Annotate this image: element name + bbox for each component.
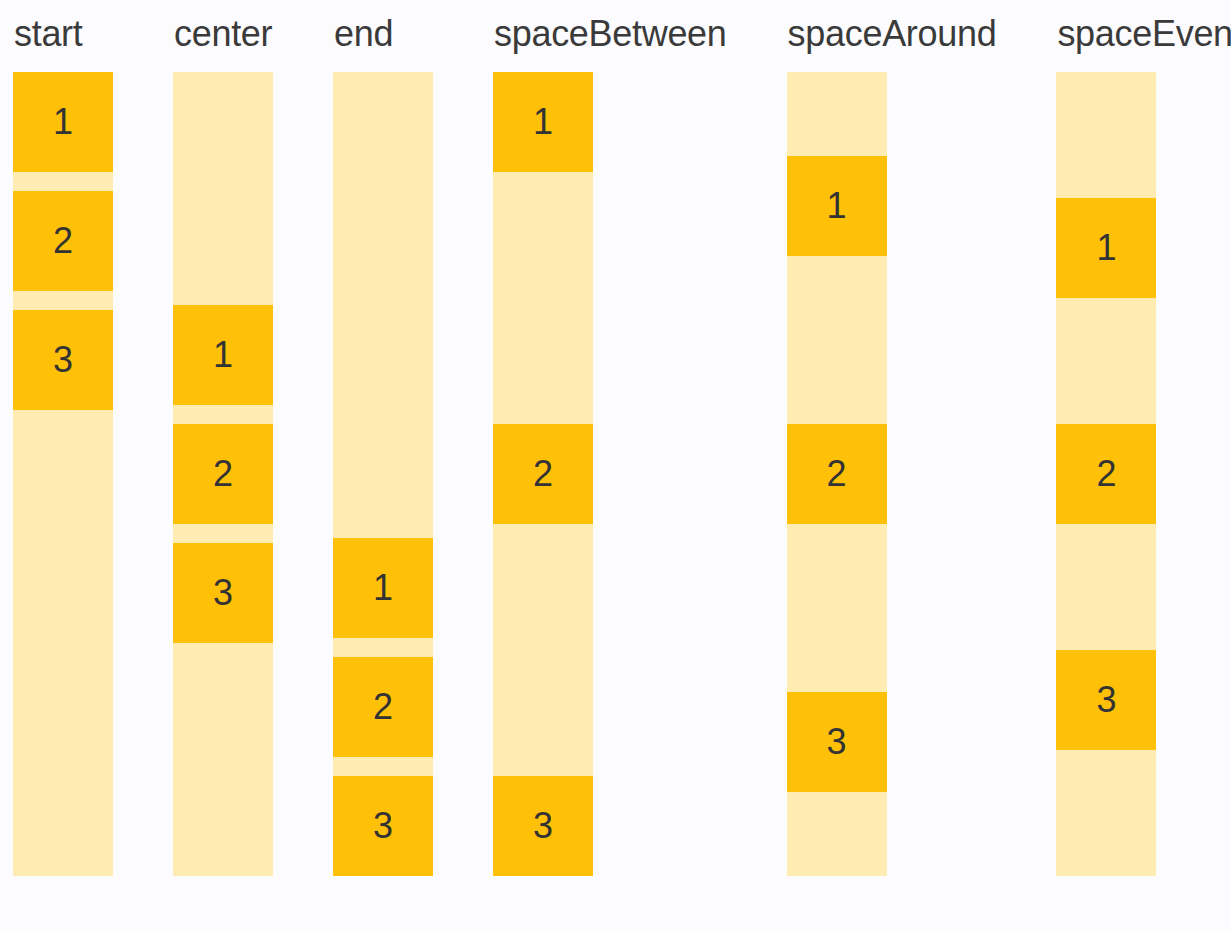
flex-item-box: 3 xyxy=(1056,650,1156,750)
column-label: center xyxy=(174,12,272,56)
flex-item-box: 1 xyxy=(1056,198,1156,298)
column-start: start 1 2 3 xyxy=(13,12,113,876)
item-number: 3 xyxy=(373,805,393,847)
item-number: 1 xyxy=(1096,227,1116,269)
item-number: 3 xyxy=(53,339,73,381)
column-spaceBetween: spaceBetween 1 2 3 xyxy=(493,12,727,876)
column-label: start xyxy=(14,12,83,56)
column-end: end 1 2 3 xyxy=(333,12,433,876)
flex-item-box: 3 xyxy=(333,776,433,876)
flex-item-box: 1 xyxy=(787,156,887,256)
columns-row: start 1 2 3 center 1 2 3 end 1 2 3 spaceBetwee… xyxy=(0,0,1231,876)
flex-item-box: 3 xyxy=(173,543,273,643)
item-number: 3 xyxy=(827,721,847,763)
flex-item-box: 1 xyxy=(13,72,113,172)
item-number: 2 xyxy=(373,686,393,728)
flex-track: 1 2 3 xyxy=(13,72,113,876)
justify-content-demo: start 1 2 3 center 1 2 3 end 1 2 3 spaceBetwee… xyxy=(0,0,1231,876)
column-spaceEvenly: spaceEvenly 1 2 3 xyxy=(1056,12,1231,876)
flex-item-box: 3 xyxy=(787,692,887,792)
item-number: 2 xyxy=(53,220,73,262)
flex-item-box: 2 xyxy=(787,424,887,524)
flex-item-box: 3 xyxy=(13,310,113,410)
flex-track: 1 2 3 xyxy=(1056,72,1156,876)
item-number: 3 xyxy=(213,572,233,614)
item-number: 1 xyxy=(53,101,73,143)
item-number: 3 xyxy=(533,805,553,847)
flex-item-box: 2 xyxy=(1056,424,1156,524)
flex-track: 1 2 3 xyxy=(173,72,273,876)
flex-track: 1 2 3 xyxy=(787,72,887,876)
column-label: spaceEvenly xyxy=(1057,12,1231,56)
column-spaceAround: spaceAround 1 2 3 xyxy=(787,12,997,876)
item-number: 2 xyxy=(1096,453,1116,495)
flex-item-box: 1 xyxy=(333,538,433,638)
item-number: 1 xyxy=(373,567,393,609)
item-number: 1 xyxy=(533,101,553,143)
item-number: 2 xyxy=(213,453,233,495)
column-label: spaceAround xyxy=(788,12,997,56)
flex-item-box: 1 xyxy=(173,305,273,405)
column-label: end xyxy=(334,12,393,56)
flex-item-box: 2 xyxy=(333,657,433,757)
flex-track: 1 2 3 xyxy=(333,72,433,876)
item-number: 2 xyxy=(533,453,553,495)
column-label: spaceBetween xyxy=(494,12,727,56)
item-number: 3 xyxy=(1096,679,1116,721)
flex-track: 1 2 3 xyxy=(493,72,593,876)
flex-item-box: 1 xyxy=(493,72,593,172)
item-number: 2 xyxy=(827,453,847,495)
flex-item-box: 2 xyxy=(173,424,273,524)
flex-item-box: 2 xyxy=(493,424,593,524)
flex-item-box: 2 xyxy=(13,191,113,291)
item-number: 1 xyxy=(213,334,233,376)
item-number: 1 xyxy=(827,185,847,227)
column-center: center 1 2 3 xyxy=(173,12,273,876)
flex-item-box: 3 xyxy=(493,776,593,876)
